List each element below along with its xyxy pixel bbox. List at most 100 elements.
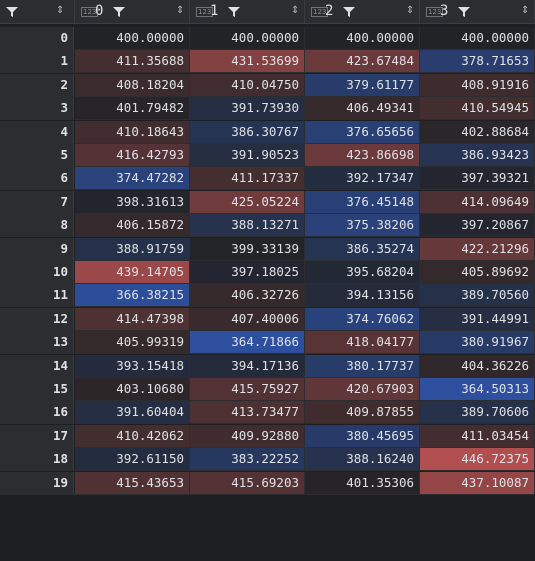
table-row[interactable]: 18 392.61150 383.22252 388.16240 446.72375 (0, 448, 535, 472)
table-cell[interactable]: 399.33139 (190, 237, 305, 260)
table-cell[interactable]: 425.05224 (190, 190, 305, 213)
table-cell[interactable]: 439.14705 (75, 261, 190, 283)
table-cell[interactable]: 376.45148 (305, 190, 420, 213)
table-cell[interactable]: 409.92880 (190, 424, 305, 447)
table-cell[interactable]: 423.67484 (305, 50, 420, 73)
column-header-3[interactable]: 123 3 ⇕ (420, 0, 535, 24)
table-cell[interactable]: 414.47398 (75, 307, 190, 330)
table-cell[interactable]: 375.38206 (305, 214, 420, 237)
table-cell[interactable]: 391.60404 (75, 401, 190, 424)
table-cell[interactable]: 392.17347 (305, 167, 420, 190)
table-cell[interactable]: 388.16240 (305, 448, 420, 471)
table-cell[interactable]: 403.10680 (75, 378, 190, 400)
table-row[interactable]: 16 391.60404 413.73477 409.87855 389.70606 (0, 401, 535, 425)
table-cell[interactable]: 389.70606 (420, 401, 535, 424)
table-cell[interactable]: 410.04750 (190, 73, 305, 96)
table-cell[interactable]: 364.50313 (420, 378, 535, 400)
table-cell[interactable]: 410.18643 (75, 120, 190, 143)
table-cell[interactable]: 406.49341 (305, 97, 420, 120)
table-cell[interactable]: 386.30767 (190, 120, 305, 143)
table-row[interactable]: 17 410.42062 409.92880 380.45695 411.03454 (0, 424, 535, 448)
table-cell[interactable]: 405.99319 (75, 331, 190, 354)
filter-icon[interactable] (6, 6, 18, 18)
sort-arrows-icon[interactable]: ⇕ (176, 5, 185, 16)
table-row[interactable]: 11 366.38215 406.32726 394.13156 389.70560 (0, 284, 535, 308)
table-cell[interactable]: 406.15872 (75, 214, 190, 237)
table-cell[interactable]: 404.36226 (420, 354, 535, 377)
table-cell[interactable]: 410.42062 (75, 424, 190, 447)
table-cell[interactable]: 408.18204 (75, 73, 190, 96)
table-cell[interactable]: 397.18025 (190, 261, 305, 283)
table-cell[interactable]: 364.71866 (190, 331, 305, 354)
table-cell[interactable]: 420.67903 (305, 378, 420, 400)
table-row[interactable]: 5 416.42793 391.90523 423.86698 386.93423 (0, 144, 535, 167)
table-cell[interactable]: 405.89692 (420, 261, 535, 283)
table-cell[interactable]: 407.40006 (190, 307, 305, 330)
table-cell[interactable]: 422.21296 (420, 237, 535, 260)
table-row[interactable]: 19 415.43653 415.69203 401.35306 437.10087 (0, 471, 535, 495)
table-cell[interactable]: 400.00000 (305, 27, 420, 49)
table-cell[interactable]: 380.91967 (420, 331, 535, 354)
table-cell[interactable]: 388.91759 (75, 237, 190, 260)
table-cell[interactable]: 400.00000 (75, 27, 190, 49)
table-cell[interactable]: 380.17737 (305, 354, 420, 377)
table-row[interactable]: 4 410.18643 386.30767 376.65656 402.88684 (0, 120, 535, 144)
sort-arrows-icon[interactable]: ⇕ (521, 5, 530, 16)
table-cell[interactable]: 415.75927 (190, 378, 305, 400)
table-cell[interactable]: 386.35274 (305, 237, 420, 260)
table-cell[interactable]: 413.73477 (190, 401, 305, 424)
column-header-2[interactable]: 123 2 ⇕ (305, 0, 420, 24)
table-row[interactable]: 13 405.99319 364.71866 418.04177 380.91967 (0, 331, 535, 355)
table-cell[interactable]: 376.65656 (305, 120, 420, 143)
table-cell[interactable]: 414.09649 (420, 190, 535, 213)
table-cell[interactable]: 398.31613 (75, 190, 190, 213)
table-cell[interactable]: 400.00000 (420, 27, 535, 49)
table-cell[interactable]: 391.44991 (420, 307, 535, 330)
table-cell[interactable]: 379.61177 (305, 73, 420, 96)
table-cell[interactable]: 411.35688 (75, 50, 190, 73)
table-cell[interactable]: 392.61150 (75, 448, 190, 471)
table-row[interactable]: 7 398.31613 425.05224 376.45148 414.09649 (0, 190, 535, 214)
table-cell[interactable]: 389.70560 (420, 284, 535, 307)
table-row[interactable]: 8 406.15872 388.13271 375.38206 397.20867 (0, 214, 535, 238)
sort-arrows-icon[interactable]: ⇕ (56, 5, 65, 16)
table-cell[interactable]: 437.10087 (420, 471, 535, 494)
table-cell[interactable]: 386.93423 (420, 144, 535, 166)
table-cell[interactable]: 406.32726 (190, 284, 305, 307)
table-cell[interactable]: 397.20867 (420, 214, 535, 237)
table-cell[interactable]: 374.76062 (305, 307, 420, 330)
column-header-0[interactable]: 123 0 ⇕ (75, 0, 190, 24)
index-header[interactable]: ⇕ (0, 0, 75, 24)
table-row[interactable]: 15 403.10680 415.75927 420.67903 364.50313 (0, 378, 535, 401)
table-cell[interactable]: 391.73930 (190, 97, 305, 120)
table-cell[interactable]: 411.03454 (420, 424, 535, 447)
table-row[interactable]: 0 400.00000 400.00000 400.00000 400.00000 (0, 27, 535, 50)
table-cell[interactable]: 416.42793 (75, 144, 190, 166)
table-cell[interactable]: 394.13156 (305, 284, 420, 307)
table-cell[interactable]: 388.13271 (190, 214, 305, 237)
sort-arrows-icon[interactable]: ⇕ (291, 5, 300, 16)
table-row[interactable]: 10 439.14705 397.18025 395.68204 405.89692 (0, 261, 535, 284)
table-cell[interactable]: 411.17337 (190, 167, 305, 190)
table-cell[interactable]: 366.38215 (75, 284, 190, 307)
table-cell[interactable]: 418.04177 (305, 331, 420, 354)
filter-icon[interactable] (228, 6, 240, 18)
table-row[interactable]: 2 408.18204 410.04750 379.61177 408.91916 (0, 73, 535, 97)
filter-icon[interactable] (343, 6, 355, 18)
table-cell[interactable]: 415.43653 (75, 471, 190, 494)
table-cell[interactable]: 397.39321 (420, 167, 535, 190)
table-row[interactable]: 14 393.15418 394.17136 380.17737 404.36226 (0, 354, 535, 378)
table-cell[interactable]: 423.86698 (305, 144, 420, 166)
table-cell[interactable]: 395.68204 (305, 261, 420, 283)
table-cell[interactable]: 431.53699 (190, 50, 305, 73)
table-cell[interactable]: 402.88684 (420, 120, 535, 143)
table-row[interactable]: 12 414.47398 407.40006 374.76062 391.44991 (0, 307, 535, 331)
table-cell[interactable]: 410.54945 (420, 97, 535, 120)
table-cell[interactable]: 400.00000 (190, 27, 305, 49)
filter-icon[interactable] (113, 6, 125, 18)
table-cell[interactable]: 394.17136 (190, 354, 305, 377)
table-cell[interactable]: 378.71653 (420, 50, 535, 73)
table-row[interactable]: 6 374.47282 411.17337 392.17347 397.39321 (0, 167, 535, 191)
table-cell[interactable]: 408.91916 (420, 73, 535, 96)
table-cell[interactable]: 401.79482 (75, 97, 190, 120)
